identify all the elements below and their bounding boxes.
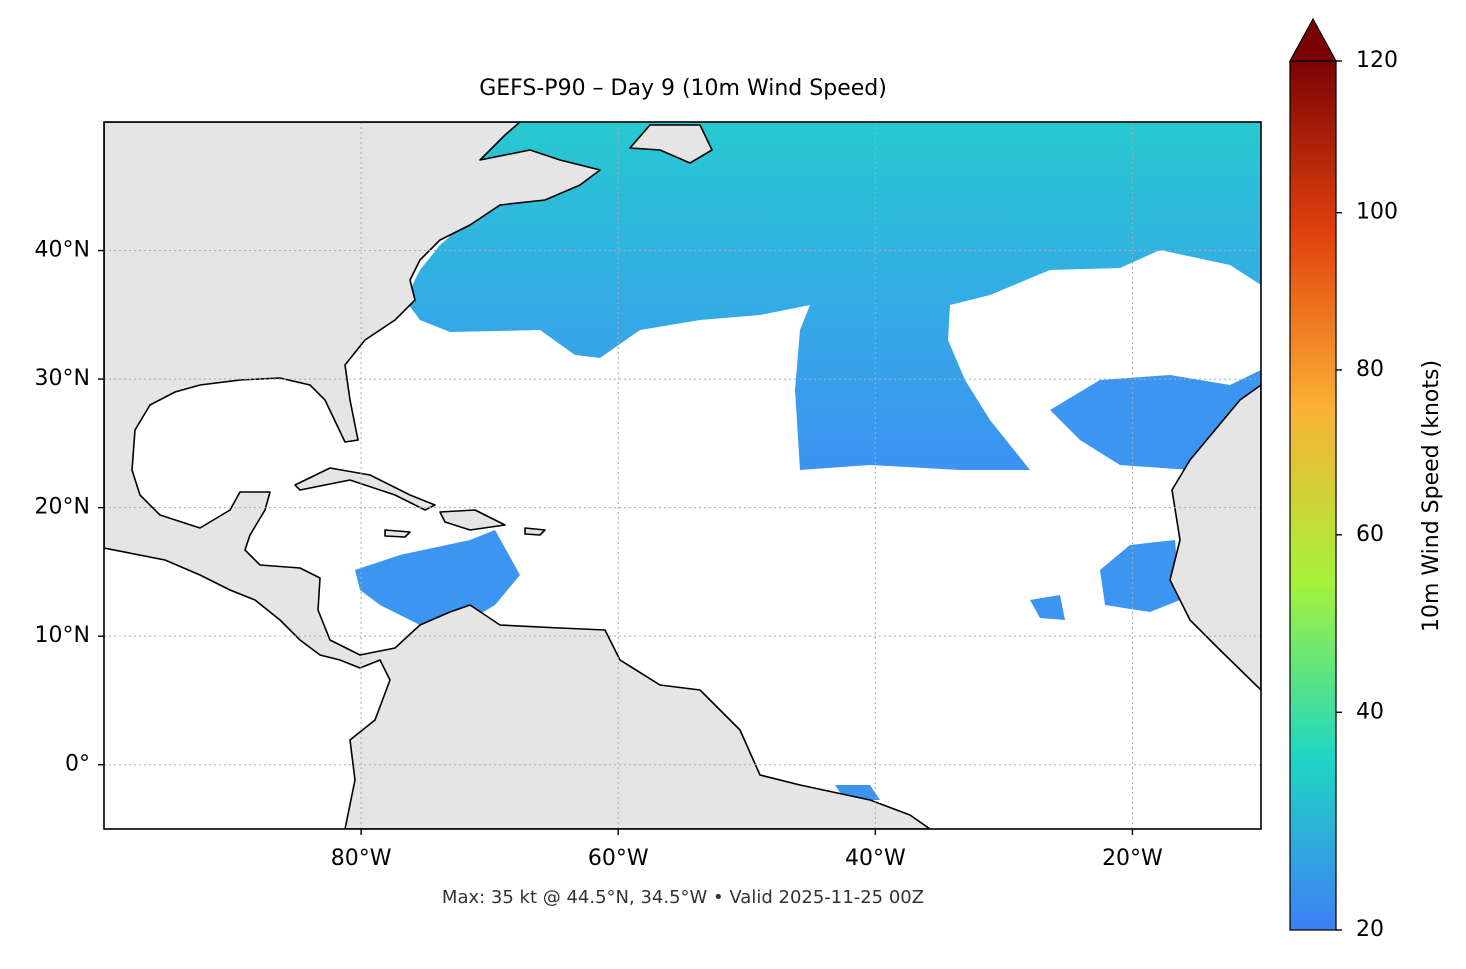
x-tick-label: 40°W bbox=[845, 846, 906, 871]
y-tick-label: 20°N bbox=[35, 495, 90, 520]
puerto-rico bbox=[524, 527, 546, 536]
colorbar: 20 40 60 80 100 120 bbox=[1288, 17, 1398, 942]
colorbar-tick-label: 60 bbox=[1356, 522, 1384, 547]
colorbar-tick-label: 80 bbox=[1356, 357, 1384, 382]
map-title: GEFS-P90 – Day 9 (10m Wind Speed) bbox=[479, 76, 887, 101]
colorbar-fill bbox=[1290, 61, 1336, 930]
africa bbox=[1169, 384, 1261, 691]
colorbar-extend bbox=[1288, 17, 1338, 62]
colorbar-tick-label: 20 bbox=[1356, 917, 1384, 942]
colorbar-tick-label: 100 bbox=[1356, 200, 1398, 225]
colorbar-frame bbox=[1289, 60, 1337, 931]
jamaica bbox=[384, 529, 411, 538]
wind-area bbox=[1030, 595, 1065, 620]
x-tick-label: 60°W bbox=[588, 846, 649, 871]
newfoundland bbox=[629, 124, 713, 164]
map-area bbox=[104, 122, 1261, 829]
americas bbox=[104, 122, 931, 829]
map-frame bbox=[103, 121, 1262, 830]
y-tick-label: 40°N bbox=[35, 238, 90, 263]
wind-area bbox=[355, 530, 520, 625]
colorbar-label: 10m Wind Speed (knots) bbox=[1419, 360, 1444, 632]
colorbar-tick-label: 40 bbox=[1356, 699, 1384, 724]
colorbar-tick-label: 120 bbox=[1356, 48, 1398, 73]
x-tick-label: 20°W bbox=[1102, 846, 1163, 871]
y-tick-label: 30°N bbox=[35, 366, 90, 391]
map-subtitle: Max: 35 kt @ 44.5°N, 34.5°W • Valid 2025… bbox=[442, 887, 924, 908]
y-tick-label: 10°N bbox=[35, 623, 90, 648]
hispaniola bbox=[439, 509, 506, 531]
y-tick-label: 0° bbox=[65, 752, 90, 777]
x-tick-label: 80°W bbox=[331, 846, 392, 871]
wind-area bbox=[1100, 540, 1180, 612]
wind-area bbox=[405, 122, 1261, 470]
